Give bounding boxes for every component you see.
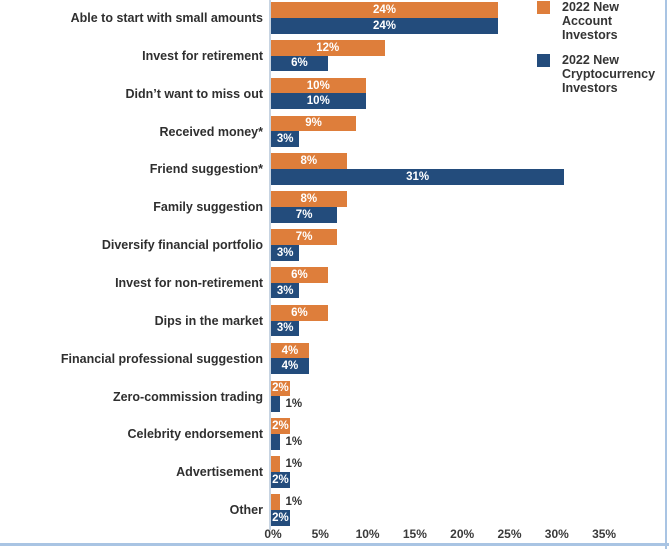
legend-label-crypto: 2022 New Cryptocurrency Investors [562, 53, 656, 95]
legend-swatch-crypto [537, 54, 550, 67]
category-label: Dips in the market [154, 313, 263, 328]
x-axis-tick-label: 5% [311, 527, 329, 541]
category-label: Didn’t want to miss out [125, 86, 264, 101]
bar-value-label: 4% [281, 360, 299, 373]
bar-account-investors: 8% [271, 191, 347, 207]
legend-entry-account: 2022 New Account Investors [537, 0, 655, 42]
category-label: Other [229, 503, 263, 518]
bar-value-label: 6% [291, 306, 308, 319]
bar-value-label: 7% [295, 230, 313, 243]
x-axis-tick-label: 15% [402, 527, 427, 541]
bar-crypto-investors: 3% [271, 244, 300, 261]
x-axis-tick-label: 25% [497, 527, 522, 541]
x-axis-tick-label: 35% [592, 527, 617, 541]
bar-crypto-investors: 3% [271, 320, 300, 337]
bar-crypto-investors: 2% [271, 509, 290, 526]
bar-value-label: 1% [285, 495, 303, 508]
bar-account-investors: 12% [271, 39, 385, 56]
bar-value-label: 2% [272, 473, 289, 486]
bar-value-label: 2% [272, 420, 289, 433]
category-label: Invest for non-retirement [115, 275, 263, 290]
bar-account-investors: 6% [271, 266, 328, 283]
bar-account-investors: 4% [271, 342, 309, 359]
bar-account-investors: 7% [271, 229, 338, 245]
bar-value-label: 1% [285, 435, 303, 448]
bar-crypto-investors [271, 396, 281, 412]
bar-crypto-investors: 10% [271, 93, 366, 110]
x-axis-tick-label: 0% [264, 527, 282, 541]
bar-value-label: 9% [305, 117, 322, 130]
bar-account-investors: 2% [271, 418, 290, 435]
bar-value-label: 6% [291, 57, 308, 70]
bar-crypto-investors [271, 434, 281, 450]
bar-value-label: 12% [316, 41, 340, 54]
bar-crypto-investors: 6% [271, 55, 328, 72]
category-label: Advertisement [176, 465, 263, 480]
bar-value-label: 1% [285, 398, 303, 411]
bar-value-label: 6% [291, 268, 308, 281]
bar-value-label: 1% [285, 458, 303, 471]
category-label: Celebrity endorsement [127, 427, 263, 442]
y-axis-line [269, 0, 271, 530]
category-label: Received money* [159, 124, 263, 139]
bar-value-label: 4% [281, 344, 299, 357]
bar-value-label: 2% [272, 511, 289, 524]
bar-account-investors: 6% [271, 304, 328, 321]
legend-entry-crypto: 2022 New Cryptocurrency Investors [537, 53, 655, 95]
bar-value-label: 3% [276, 246, 294, 259]
category-label: Friend suggestion* [149, 162, 263, 177]
bar-value-label: 24% [373, 19, 397, 32]
bar-crypto-investors: 2% [271, 471, 290, 488]
bar-crypto-investors: 3% [271, 282, 300, 299]
category-label: Zero-commission trading [112, 389, 263, 404]
frame-border-right [665, 0, 667, 549]
bar-account-investors: 8% [271, 153, 347, 170]
bar-crypto-investors: 24% [271, 17, 499, 34]
category-label: Able to start with small amounts [70, 11, 263, 25]
category-label: Invest for retirement [142, 48, 263, 63]
chart-legend: 2022 New Account Investors 2022 New Cryp… [537, 0, 655, 106]
bar-value-label: 10% [306, 79, 330, 92]
bar-value-label: 2% [272, 382, 289, 395]
bar-crypto-investors: 3% [271, 131, 300, 148]
bar-value-label: 8% [300, 193, 318, 206]
category-label: Financial professional suggestion [60, 351, 263, 366]
legend-swatch-account [537, 1, 550, 14]
bar-crypto-investors: 31% [271, 169, 565, 185]
bar-value-label: 3% [276, 322, 294, 335]
category-label: Family suggestion [153, 200, 263, 215]
bar-value-label: 3% [276, 133, 294, 146]
bar-value-label: 24% [373, 3, 397, 16]
bar-crypto-investors: 7% [271, 207, 338, 223]
bar-value-label: 3% [276, 284, 294, 297]
legend-label-account: 2022 New Account Investors [562, 0, 619, 42]
x-axis-tick-label: 10% [355, 527, 380, 541]
x-axis-tick-label: 20% [450, 527, 475, 541]
bar-value-label: 8% [300, 155, 318, 168]
bar-account-investors: 24% [271, 2, 499, 18]
bar-value-label: 7% [295, 208, 313, 221]
bar-account-investors: 9% [271, 115, 357, 132]
category-label: Diversify financial portfolio [101, 238, 263, 253]
bar-crypto-investors: 4% [271, 358, 309, 375]
bar-account-investors: 2% [271, 380, 290, 397]
bar-value-label: 31% [406, 171, 430, 184]
bar-value-label: 10% [306, 95, 330, 108]
frame-border-bottom [0, 543, 669, 546]
bar-account-investors [271, 456, 281, 472]
bar-account-investors: 10% [271, 77, 366, 94]
x-axis-tick-label: 30% [544, 527, 569, 541]
bar-account-investors [271, 494, 281, 510]
